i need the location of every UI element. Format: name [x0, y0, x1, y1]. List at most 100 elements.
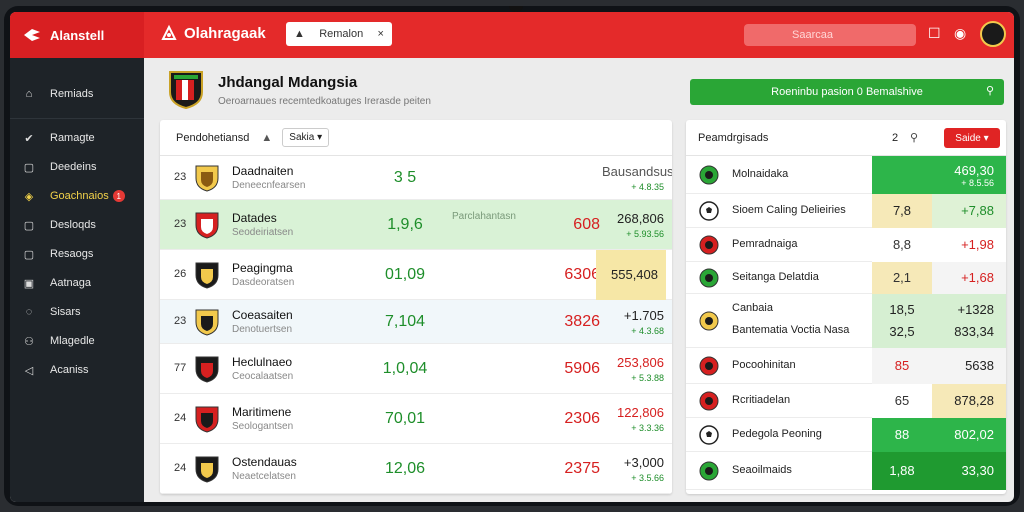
score-home[interactable]: 1,0,04: [382, 360, 428, 377]
notification-badge: 1: [112, 190, 125, 202]
odds-value[interactable]: 122,806: [617, 405, 664, 420]
odds-change: + 8.5.56: [961, 178, 994, 188]
team-crest-icon: [195, 309, 219, 336]
info-icon[interactable]: ◉: [954, 25, 967, 41]
sidebar-item-9[interactable]: ◁ Acaniss: [10, 356, 144, 384]
odds-value[interactable]: 555,408: [596, 250, 666, 300]
search-icon[interactable]: ⚲: [910, 132, 919, 144]
sidebar-item-4[interactable]: ▢ Desloqds: [10, 211, 144, 239]
avatar[interactable]: [980, 21, 1006, 47]
odds-value[interactable]: +1.705: [623, 308, 664, 323]
score-away[interactable]: 608: [573, 216, 600, 233]
list-item[interactable]: Pemradnaiga 8,8 +1,98: [686, 228, 1006, 262]
team-crest-icon: [195, 165, 219, 192]
lock-icon: ▲: [261, 131, 273, 144]
odds-value[interactable]: 33,30: [961, 463, 994, 478]
team-name: Sioem Caling Delieiries: [732, 204, 846, 216]
score-away[interactable]: 3826: [564, 313, 600, 330]
sidebar-item-1[interactable]: ✔ Ramagte: [10, 124, 144, 152]
stat-value[interactable]: 88: [894, 427, 910, 442]
list-item[interactable]: Seitanga Delatdia 2,1 +1,68: [686, 262, 1006, 294]
odds-value[interactable]: Bausandsus: [602, 164, 672, 179]
table-select[interactable]: Sakia ▾: [282, 128, 330, 147]
odds-value[interactable]: +1328: [957, 302, 994, 317]
table-row[interactable]: 24 Maritimene Seologantsen 70,01 2306 122,806…: [160, 394, 672, 444]
list-item[interactable]: Molnaidaka 469,30 + 8.5.56: [686, 156, 1006, 194]
brand[interactable]: Alanstell: [10, 12, 144, 58]
device-frame: Alanstell Olahragaak ▲ Remalon × Saarcaa…: [4, 6, 1020, 506]
sidebar-item-5[interactable]: ▢ Resaogs: [10, 240, 144, 268]
score-home[interactable]: 3 5: [393, 169, 417, 186]
sidebar-item-7[interactable]: ◌ Sisars: [10, 298, 144, 326]
list-item[interactable]: Seaoilmaids 1,88 33,30: [686, 452, 1006, 490]
page-title: Jhdangal Mdangsia: [218, 74, 358, 91]
odds-value[interactable]: +1,98: [961, 237, 994, 252]
odds-value[interactable]: 5638: [965, 358, 994, 373]
odds-value[interactable]: 268,806: [617, 211, 664, 226]
odds-value[interactable]: +3,000: [623, 455, 664, 470]
row-number: 23: [174, 315, 187, 327]
score-home[interactable]: 01,09: [384, 266, 426, 283]
right-panel-count: 2: [892, 132, 899, 144]
table-row[interactable]: 77 Heclulnaeo Ceocalaatsen 1,0,04 5906 253,80…: [160, 344, 672, 394]
odds-value[interactable]: 878,28: [954, 393, 994, 408]
odds-change: + 5.3.88: [631, 373, 664, 383]
right-panel: Peamdrgisads 2 ⚲ Saide ▾ Molnaidaka 469,3…: [686, 120, 1006, 494]
sidebar-item-label: Acaniss: [50, 364, 89, 376]
odds-value[interactable]: 253,806: [617, 355, 664, 370]
list-item[interactable]: Rcritiadelan 65 878,28: [686, 384, 1006, 418]
score-home[interactable]: 1,9,6: [387, 216, 423, 233]
sidebar-item-2[interactable]: ▢ Deedeins: [10, 153, 144, 181]
odds-value[interactable]: 469,30: [954, 163, 994, 178]
sidebar-item-label: Deedeins: [50, 161, 97, 173]
list-item[interactable]: Canbaia Bantematia Voctia Nasa 18,5 32,5 +13…: [686, 294, 1006, 348]
app-logo-icon: [161, 24, 177, 40]
odds-value[interactable]: 802,02: [954, 427, 994, 442]
score-away[interactable]: 5906: [564, 360, 600, 377]
stat-value[interactable]: 1,88: [889, 463, 915, 478]
score-home[interactable]: 70,01: [384, 410, 426, 427]
odds-value[interactable]: +1,68: [961, 270, 994, 285]
stat-value[interactable]: 65: [894, 393, 910, 408]
sidebar-item-8[interactable]: ⚇ Mlagedle: [10, 327, 144, 355]
score-away[interactable]: 2306: [564, 410, 600, 427]
score-away[interactable]: 6306: [564, 266, 600, 283]
team-subtitle: Ceocalaatsen: [232, 371, 294, 382]
stat-value[interactable]: 7,8: [892, 203, 912, 218]
list-item[interactable]: Pocoohinitan 85 5638: [686, 348, 1006, 384]
stat-value[interactable]: 32,5: [889, 324, 915, 339]
team-name: Peagingma: [232, 261, 293, 275]
score-away[interactable]: 2375: [564, 460, 600, 477]
sidebar-item-3[interactable]: ◈ Goachnaios 1: [10, 182, 144, 210]
sidebar-item-label: Resaogs: [50, 248, 94, 260]
square-icon: ▢: [23, 248, 35, 261]
team-name: Coeasaiten: [232, 308, 293, 322]
top-filter-button[interactable]: ▲ Remalon ×: [286, 22, 392, 46]
table-row[interactable]: 24 Ostendauas Neaetcelatsen 12,06 2375 +3,000…: [160, 444, 672, 494]
score-home[interactable]: 12,06: [384, 460, 426, 477]
promo-button[interactable]: Roeninbu pasion 0 Bemalshive ⚲: [690, 79, 1004, 105]
table-row[interactable]: 23 Datades Seodeiriatsen 1,9,6 Parclahantasn…: [160, 200, 672, 250]
table-row[interactable]: 26 Peagingma Dasdeoratsen 01,09 6306 555,408: [160, 250, 672, 300]
stat-value[interactable]: 85: [894, 358, 910, 373]
sidebar-item-6[interactable]: ▣ Aatnaga: [10, 269, 144, 297]
table-row[interactable]: 23 Daadnaiten Deneecnfearsen 3 5 Bausandsus +…: [160, 156, 672, 200]
stat-value[interactable]: 2,1: [892, 270, 912, 285]
team-crest-icon: [699, 268, 719, 288]
stat-value[interactable]: 8,8: [892, 237, 912, 252]
stat-value[interactable]: 18,5: [889, 302, 915, 317]
list-item[interactable]: Pedegola Peoning 88 802,02: [686, 418, 1006, 452]
right-panel-button[interactable]: Saide ▾: [944, 128, 1000, 148]
top-search-input[interactable]: Saarcaa: [744, 24, 916, 46]
camera-notch: [509, 6, 523, 12]
window-icon[interactable]: ☐: [928, 25, 941, 41]
team-subtitle: Denotuertsen: [232, 324, 293, 335]
sidebar-item-home[interactable]: ⌂ Remiads: [10, 78, 144, 110]
chat-icon: ◌: [25, 306, 33, 318]
table-row[interactable]: 23 Coeasaiten Denotuertsen 7,104 3826 +1.705 +…: [160, 300, 672, 344]
odds-value[interactable]: +7,88: [961, 203, 994, 218]
score-home[interactable]: 7,104: [384, 313, 426, 330]
team-crest-icon: [195, 406, 219, 433]
odds-value[interactable]: 833,34: [954, 324, 994, 339]
list-item[interactable]: Sioem Caling Delieiries 7,8 +7,88: [686, 194, 1006, 228]
